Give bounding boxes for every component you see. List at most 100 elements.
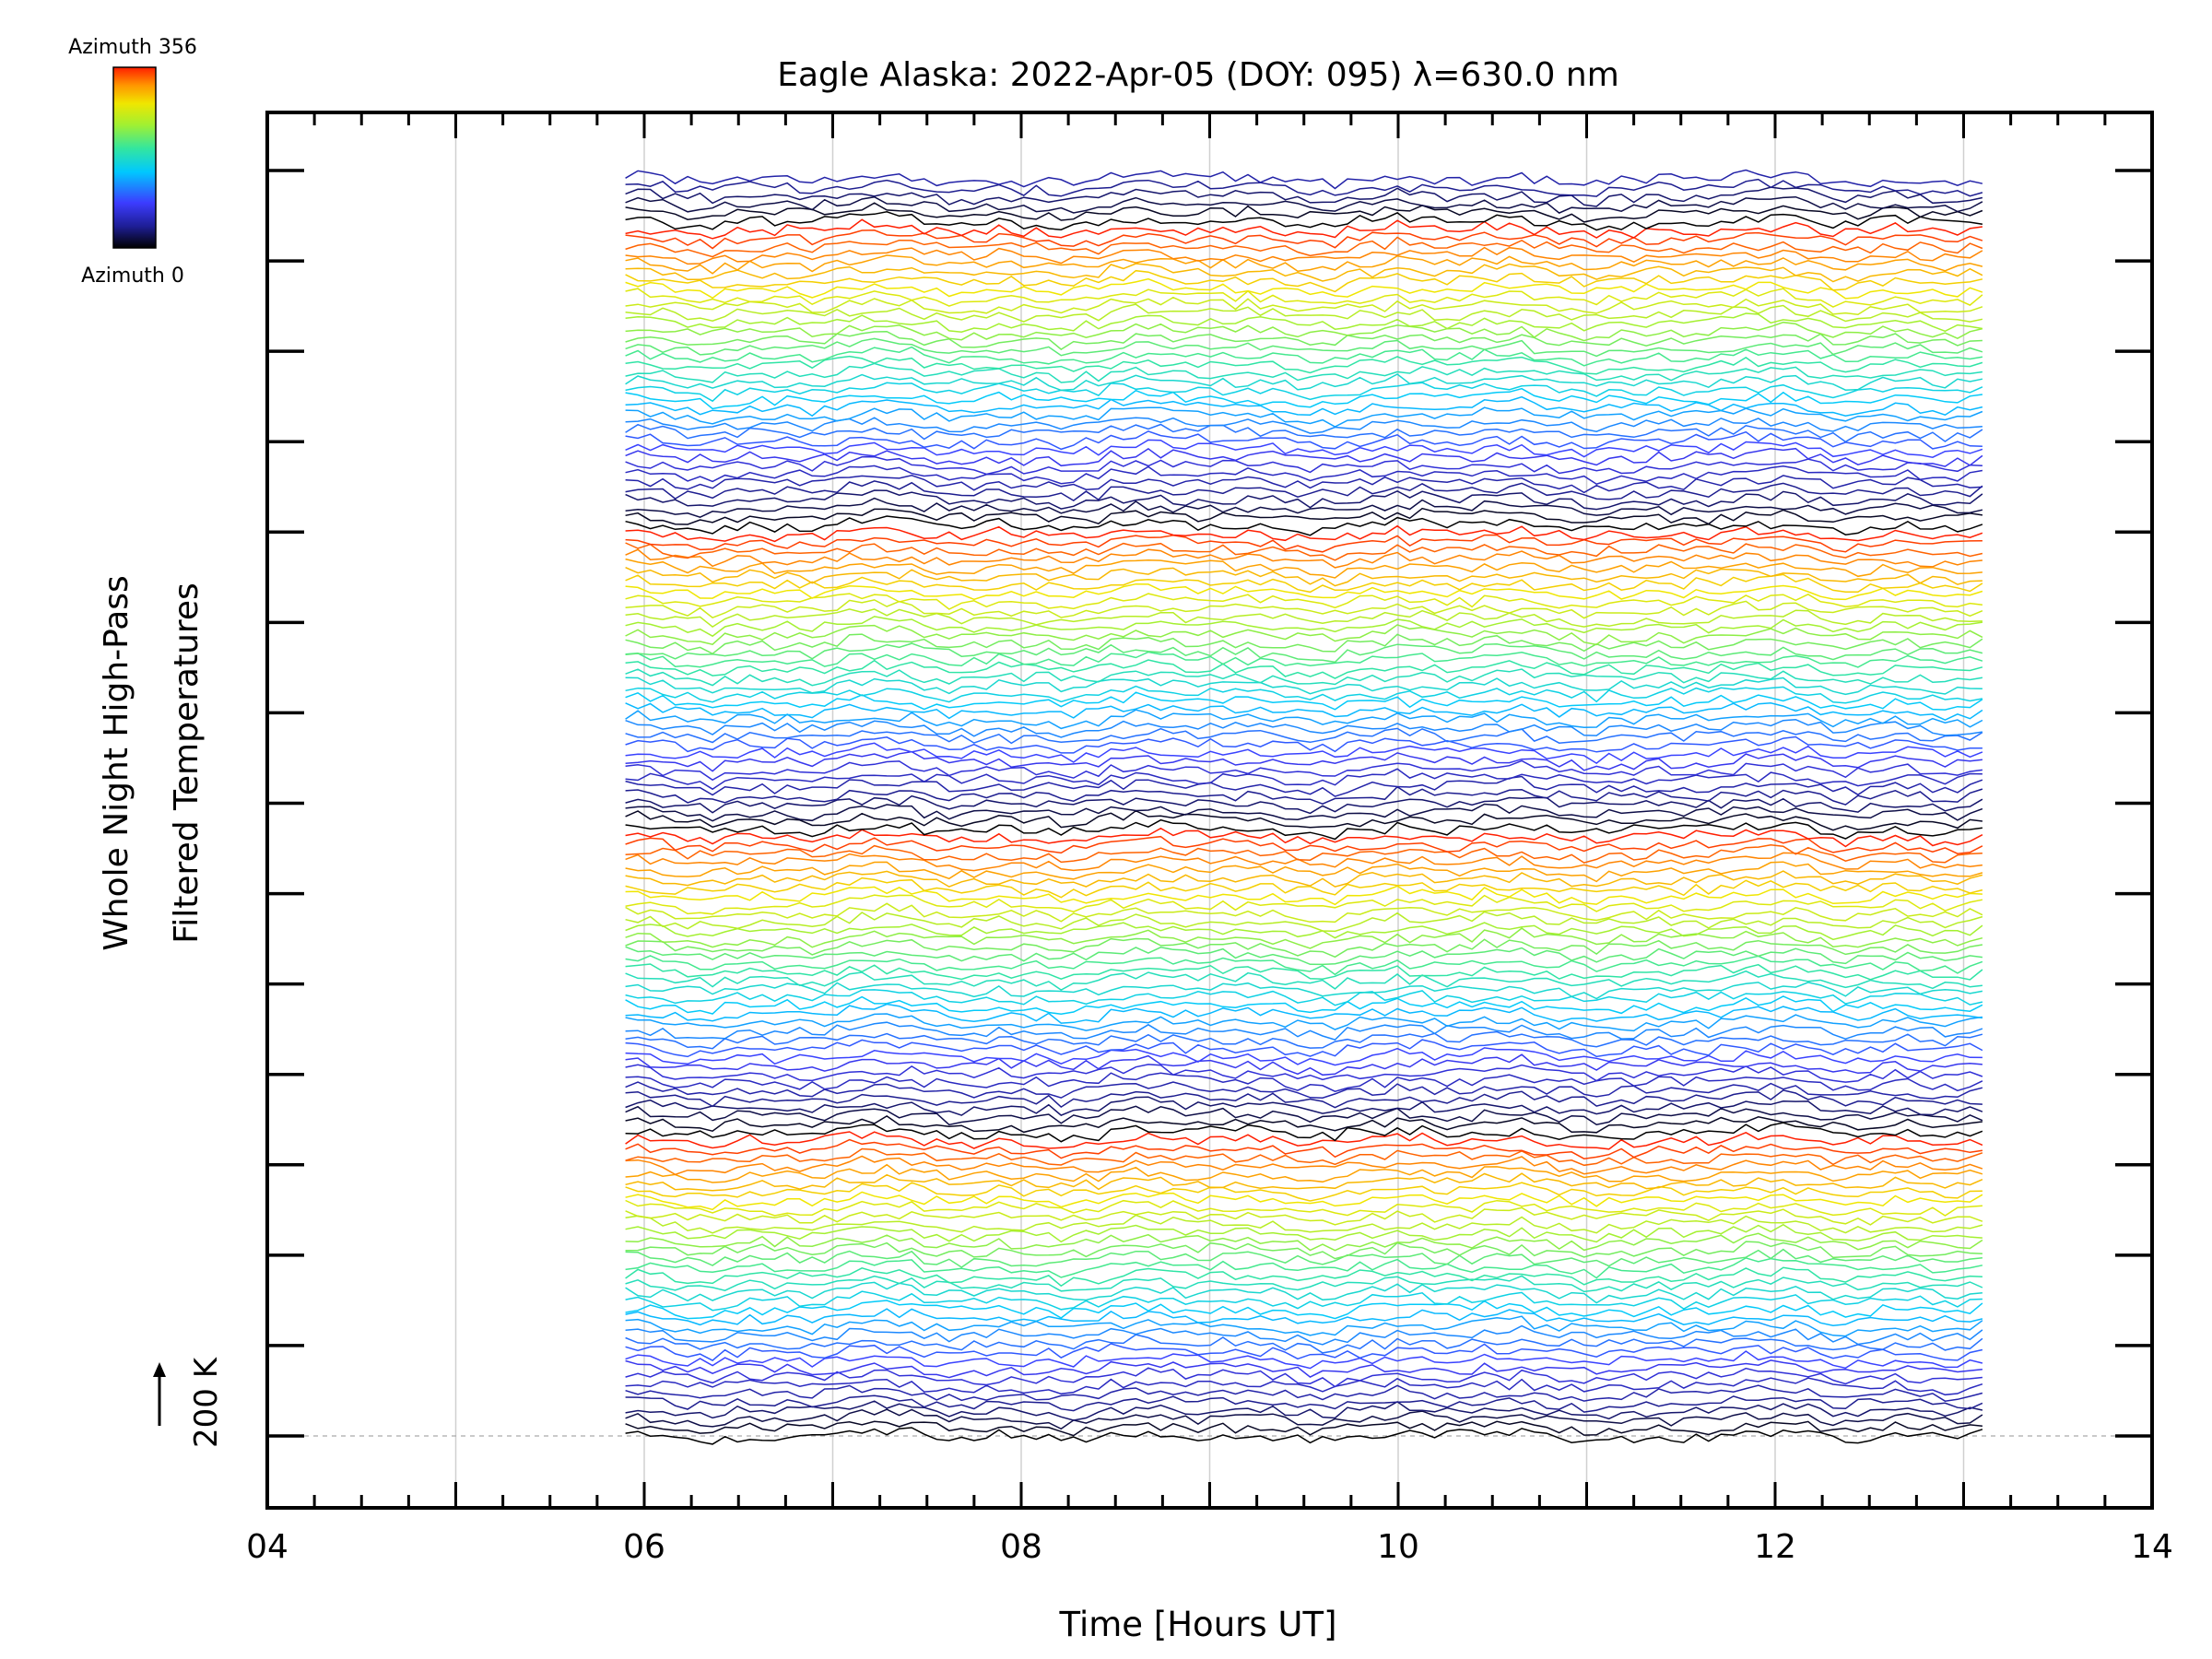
scale-indicator: 200 K: [153, 1356, 225, 1448]
trace-line: [625, 312, 1983, 333]
trace-line: [625, 593, 1983, 610]
trace-line: [625, 1122, 1983, 1143]
colorbar: Azimuth 356 Azimuth 0: [68, 36, 197, 288]
trace-line: [625, 1241, 1983, 1260]
trace-line: [625, 465, 1983, 486]
trace-line: [625, 355, 1983, 375]
trace-line: [625, 608, 1983, 629]
trace-line: [625, 447, 1983, 467]
colorbar-gradient: [112, 66, 157, 249]
trace-line: [625, 1021, 1983, 1041]
x-tick-label: 14: [2131, 1528, 2173, 1566]
trace-line: [625, 1163, 1983, 1183]
trace-line: [625, 937, 1983, 959]
trace-line: [625, 759, 1983, 782]
trace-line: [625, 685, 1983, 704]
trace-line: [625, 524, 1983, 543]
trace-line: [625, 1377, 1983, 1396]
trace-line: [625, 970, 1983, 991]
trace-line: [625, 475, 1983, 494]
trace-line: [625, 186, 1983, 207]
trace-line: [625, 1053, 1983, 1077]
trace-line: [625, 894, 1983, 915]
trace-line: [625, 1105, 1983, 1126]
colorbar-bottom-label: Azimuth 0: [81, 265, 184, 288]
trace-line: [625, 1367, 1983, 1388]
trace-line: [625, 321, 1983, 342]
trace-line: [625, 651, 1983, 668]
scale-label: 200 K: [188, 1356, 225, 1448]
trace-line: [625, 785, 1983, 806]
trace-line: [625, 548, 1983, 569]
trace-line: [625, 861, 1983, 883]
trace-line: [625, 1232, 1983, 1252]
y-axis-label-line2: Filtered Temperatures: [168, 582, 206, 944]
trace-line: [625, 1155, 1983, 1176]
x-tick-label: 04: [246, 1528, 288, 1566]
trace-line: [625, 922, 1983, 941]
trace-line: [625, 1047, 1983, 1066]
trace-line: [625, 691, 1983, 711]
trace-line: [625, 750, 1983, 772]
trace-line: [625, 616, 1983, 638]
trace-line: [625, 624, 1983, 646]
trace-line: [625, 1214, 1983, 1234]
trace-line: [625, 927, 1983, 949]
trace-line: [625, 1223, 1983, 1243]
colorbar-top-label: Azimuth 356: [68, 36, 197, 59]
trace-line: [625, 870, 1983, 888]
x-tick-label: 06: [623, 1528, 665, 1566]
trace-line: [625, 497, 1983, 519]
chart-title: Eagle Alaska: 2022-Apr-05 (DOY: 095) λ=6…: [777, 56, 1619, 94]
trace-line: [625, 803, 1983, 822]
x-tick-label: 10: [1377, 1528, 1419, 1566]
trace-line: [625, 1343, 1983, 1361]
trace-line: [625, 296, 1983, 315]
trace-line: [625, 277, 1983, 300]
trace-line: [625, 902, 1983, 924]
trace-line: [625, 395, 1983, 418]
trace-line: [625, 735, 1983, 754]
trace-line: [625, 169, 1983, 190]
trace-line: [625, 455, 1983, 476]
trace-line: [625, 1191, 1983, 1211]
trace-line: [625, 727, 1983, 745]
trace-line: [625, 573, 1983, 594]
trace-line: [625, 827, 1983, 848]
trace-line: [625, 417, 1983, 434]
trace-line: [625, 1384, 1983, 1402]
y-axis-label-line1: Whole Night High-Pass: [98, 575, 135, 951]
x-tick-label: 08: [1000, 1528, 1042, 1566]
trace-line: [625, 489, 1983, 511]
trace-line: [625, 439, 1983, 458]
trace-line: [625, 1420, 1983, 1437]
trace-line: [625, 1072, 1983, 1092]
trace-line: [625, 1350, 1983, 1370]
traces: [625, 169, 1983, 1445]
trace-line: [625, 1206, 1983, 1226]
trace-line: [625, 480, 1983, 501]
trace-line: [625, 709, 1983, 730]
trace-line: [625, 1115, 1983, 1134]
trace-line: [625, 1064, 1983, 1083]
trace-line: [625, 989, 1983, 1006]
trace-line: [625, 599, 1983, 619]
trace-line: [625, 982, 1983, 1000]
trace-line: [625, 269, 1983, 293]
trace-line: [625, 1394, 1983, 1413]
trace-line: [625, 885, 1983, 906]
trace-line: [625, 373, 1983, 392]
trace-line: [625, 430, 1983, 451]
trace-line: [625, 809, 1983, 831]
trace-line: [625, 955, 1983, 976]
trace-line: [625, 1199, 1983, 1217]
trace-line: [625, 775, 1983, 797]
trace-line: [625, 1081, 1983, 1100]
trace-line: [625, 835, 1983, 854]
trace-line: [625, 362, 1983, 383]
trace-line: [625, 263, 1983, 283]
trace-line: [625, 1400, 1983, 1421]
trace-line: [625, 406, 1983, 428]
trace-line: [625, 382, 1983, 403]
